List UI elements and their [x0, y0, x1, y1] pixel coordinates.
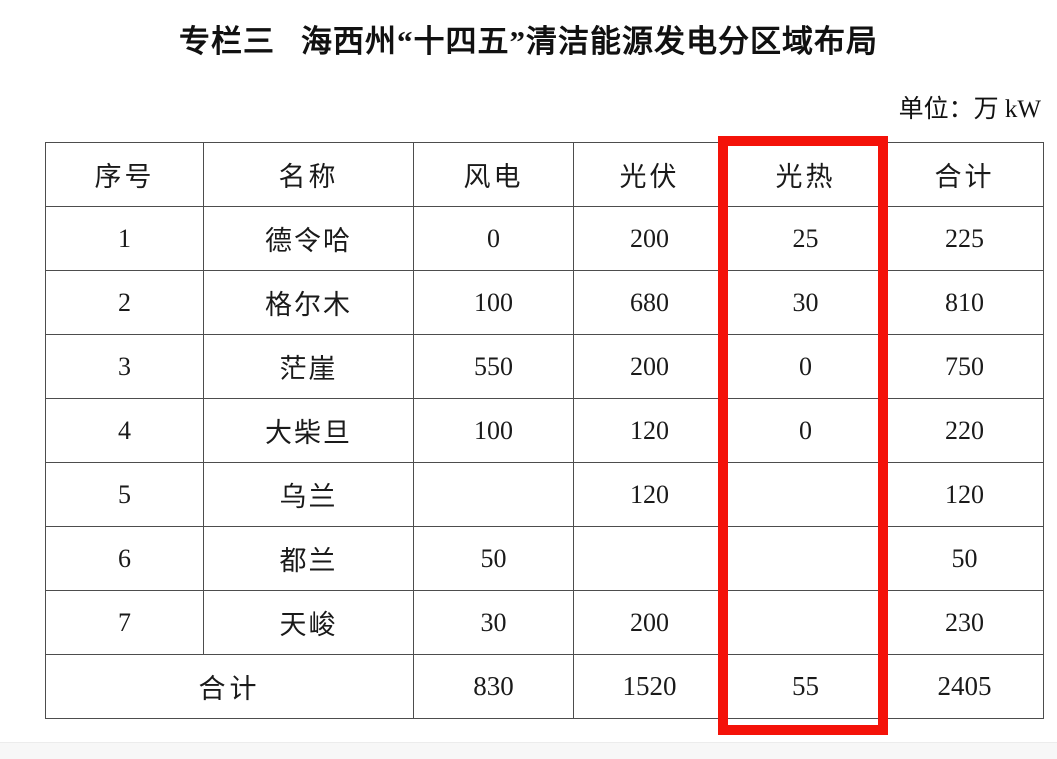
document-page: 专栏三 海西州“十四五”清洁能源发电分区域布局 单位：万 kW 序号 名称 风电 …	[0, 22, 1057, 735]
cell-wind: 30	[413, 590, 574, 655]
cell-pv: 120	[573, 462, 726, 527]
column-header-pv: 光伏	[573, 142, 726, 207]
cell-name: 德令哈	[203, 206, 414, 271]
table-row: 4 大柴旦 100 120 0 220	[45, 398, 1044, 463]
cell-wind: 0	[413, 206, 574, 271]
cell-index: 3	[45, 334, 204, 399]
table-body: 序号 名称 风电 光伏 光热 合计 1 德令哈 0 200 25 225 2	[45, 142, 1044, 719]
cell-csp: 0	[725, 334, 886, 399]
table-row: 2 格尔木 100 680 30 810	[45, 270, 1044, 335]
cell-total-wind: 830	[413, 654, 574, 719]
cell-total: 230	[885, 590, 1044, 655]
table-row: 5 乌兰 120 120	[45, 462, 1044, 527]
cell-csp: 30	[725, 270, 886, 335]
page-edge-band	[0, 742, 1057, 759]
unit-note: 单位：万 kW	[898, 96, 1041, 123]
cell-csp: 25	[725, 206, 886, 271]
cell-csp	[725, 526, 886, 591]
cell-index: 2	[45, 270, 204, 335]
table-row: 1 德令哈 0 200 25 225	[45, 206, 1044, 271]
cell-csp: 0	[725, 398, 886, 463]
cell-pv: 680	[573, 270, 726, 335]
table-row: 3 茫崖 550 200 0 750	[45, 334, 1044, 399]
cell-name: 都兰	[203, 526, 414, 591]
cell-total-pv: 1520	[573, 654, 726, 719]
cell-csp	[725, 590, 886, 655]
cell-wind: 100	[413, 398, 574, 463]
cell-pv: 200	[573, 590, 726, 655]
cell-total: 120	[885, 462, 1044, 527]
cell-index: 7	[45, 590, 204, 655]
cell-index: 6	[45, 526, 204, 591]
cell-total: 220	[885, 398, 1044, 463]
cell-pv	[573, 526, 726, 591]
energy-layout-table: 序号 名称 风电 光伏 光热 合计 1 德令哈 0 200 25 225 2	[45, 142, 1044, 719]
cell-total-label: 合计	[45, 654, 414, 719]
column-header-total: 合计	[885, 142, 1044, 207]
cell-index: 4	[45, 398, 204, 463]
column-header-wind: 风电	[413, 142, 574, 207]
cell-pv: 200	[573, 334, 726, 399]
cell-csp	[725, 462, 886, 527]
cell-wind: 550	[413, 334, 574, 399]
table-row: 6 都兰 50 50	[45, 526, 1044, 591]
cell-name: 格尔木	[203, 270, 414, 335]
column-header-index: 序号	[45, 142, 204, 207]
cell-total: 50	[885, 526, 1044, 591]
cell-total: 225	[885, 206, 1044, 271]
cell-name: 乌兰	[203, 462, 414, 527]
cell-total: 810	[885, 270, 1044, 335]
cell-name: 大柴旦	[203, 398, 414, 463]
table-row: 7 天峻 30 200 230	[45, 590, 1044, 655]
cell-pv: 120	[573, 398, 726, 463]
page-title: 专栏三 海西州“十四五”清洁能源发电分区域布局	[0, 22, 1057, 62]
table-header-row: 序号 名称 风电 光伏 光热 合计	[45, 142, 1044, 207]
cell-index: 1	[45, 206, 204, 271]
table-total-row: 合计 830 1520 55 2405	[45, 654, 1044, 719]
column-header-name: 名称	[203, 142, 414, 207]
cell-wind	[413, 462, 574, 527]
cell-total: 750	[885, 334, 1044, 399]
cell-index: 5	[45, 462, 204, 527]
page-title-main: 海西州“十四五”清洁能源发电分区域布局	[301, 24, 878, 59]
table-container: 序号 名称 风电 光伏 光热 合计 1 德令哈 0 200 25 225 2	[45, 142, 1044, 719]
cell-wind: 50	[413, 526, 574, 591]
column-header-csp: 光热	[725, 142, 886, 207]
cell-name: 茫崖	[203, 334, 414, 399]
page-title-prefix: 专栏三	[179, 24, 275, 59]
cell-pv: 200	[573, 206, 726, 271]
cell-total-csp: 55	[725, 654, 886, 719]
cell-name: 天峻	[203, 590, 414, 655]
cell-total-sum: 2405	[885, 654, 1044, 719]
cell-wind: 100	[413, 270, 574, 335]
